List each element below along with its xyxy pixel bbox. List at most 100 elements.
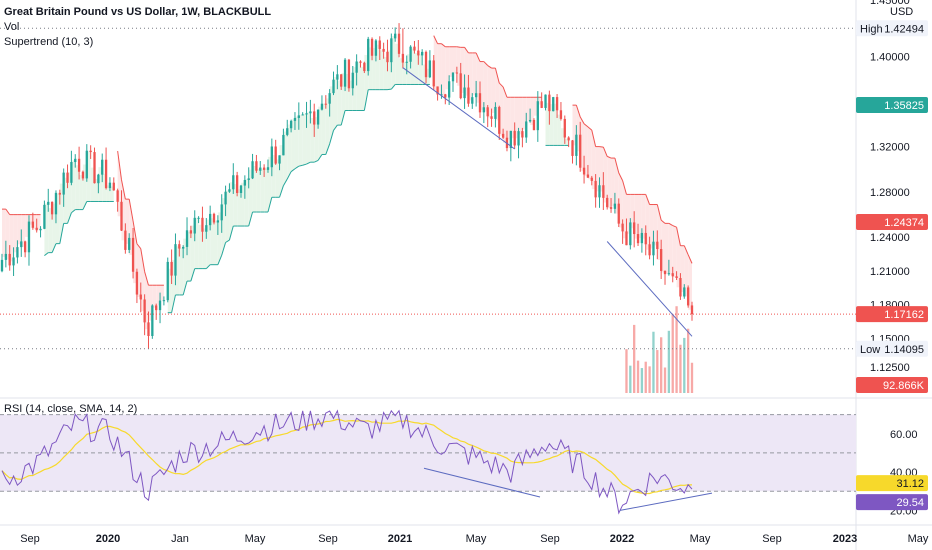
candle-body xyxy=(4,253,8,260)
supertrend-up-fill xyxy=(383,56,388,90)
candle-body xyxy=(459,73,462,99)
volume-bar xyxy=(652,331,655,393)
candle-body xyxy=(189,230,193,234)
supertrend-up-line xyxy=(298,164,303,167)
candle-body xyxy=(528,119,532,122)
rsi-ma-tag-bg xyxy=(856,475,928,492)
candle-body xyxy=(513,130,516,146)
supertrend-up-fill xyxy=(59,183,64,244)
low-tag: 1.14095 xyxy=(884,344,924,356)
supertrend-down-fill xyxy=(595,146,600,192)
supertrend-up-fill xyxy=(418,53,423,85)
supertrend-up-line xyxy=(302,163,307,166)
supertrend-down-fill xyxy=(476,52,480,103)
candle-body xyxy=(552,97,555,112)
supertrend-up-line xyxy=(314,159,319,163)
supertrend-down-line xyxy=(660,219,666,224)
supertrend-up-fill xyxy=(244,179,249,227)
candle-body xyxy=(447,81,451,98)
candle-body xyxy=(594,180,597,198)
candle-body xyxy=(235,175,239,193)
candle-body xyxy=(112,182,115,191)
candle-body xyxy=(12,257,15,266)
candle-body xyxy=(609,207,613,209)
candle-body xyxy=(239,185,243,193)
volume-tag-bg xyxy=(856,377,928,393)
candle-body xyxy=(532,119,536,131)
volume-bar xyxy=(667,330,671,393)
volume-bar xyxy=(656,350,659,393)
supertrend-up-fill xyxy=(190,225,195,282)
candle-body xyxy=(548,94,551,112)
time-tick-label: May xyxy=(466,533,487,545)
supertrend-down-fill xyxy=(483,61,488,112)
candle-body xyxy=(193,217,196,234)
supertrend-up-fill xyxy=(298,114,303,167)
rsi-trendline-1 xyxy=(423,467,541,498)
candle-body xyxy=(633,222,636,235)
supertrend-down-fill xyxy=(638,194,642,239)
supertrend-down-fill xyxy=(503,86,507,143)
candle-body xyxy=(563,118,566,138)
supertrend-down-fill xyxy=(506,97,511,140)
candle-body xyxy=(116,190,119,202)
candle-body xyxy=(251,161,254,179)
candle-body xyxy=(158,300,162,311)
supertrend-up-fill xyxy=(275,159,280,198)
supertrend-down-fill xyxy=(653,204,658,246)
supertrend-down-line xyxy=(591,130,597,147)
candle-body xyxy=(124,230,127,250)
candle-body xyxy=(629,222,632,246)
supertrend-up-fill xyxy=(256,169,261,213)
candle-body xyxy=(182,246,185,249)
candle-body xyxy=(162,300,166,302)
supertrend-up-line xyxy=(51,243,57,253)
candle-body xyxy=(131,237,135,272)
candle-body xyxy=(355,61,358,73)
candle-body xyxy=(394,33,397,39)
rsi-tick-label: 60.00 xyxy=(890,429,918,441)
currency-label: USD xyxy=(890,6,913,18)
supertrend-up-fill xyxy=(67,172,72,224)
supertrend-down-line xyxy=(433,35,439,44)
candle-body xyxy=(613,203,617,209)
supertrend-down-line xyxy=(475,52,481,62)
candle-body xyxy=(586,174,590,178)
supertrend-down-fill xyxy=(487,65,492,118)
rsi-line xyxy=(1,409,693,515)
supertrend-down-line xyxy=(687,254,693,264)
candle-body xyxy=(54,192,58,215)
candle-body xyxy=(683,287,686,297)
candle-body xyxy=(62,172,65,195)
candle-body xyxy=(656,241,659,250)
supertrend-up-line xyxy=(59,223,65,244)
supertrend-up-fill xyxy=(325,98,330,155)
supertrend-down-fill xyxy=(449,46,454,77)
candle-body xyxy=(16,247,19,258)
candle-body xyxy=(486,107,489,117)
candle-body xyxy=(405,61,408,63)
time-tick-label: Sep xyxy=(318,533,338,545)
candle-body xyxy=(482,107,485,113)
supertrend-up-line xyxy=(82,201,88,210)
candle-body xyxy=(255,161,258,171)
supertrend-down-line xyxy=(121,179,126,200)
supertrend-down-line xyxy=(136,243,142,249)
candle-body xyxy=(31,221,34,228)
supertrend-up-fill xyxy=(337,80,342,126)
candle-body xyxy=(509,130,512,149)
price-tick-label: 1.32000 xyxy=(870,142,910,154)
candle-body xyxy=(679,277,682,297)
supertrend-up-fill xyxy=(399,58,403,85)
supertrend-down-fill xyxy=(611,158,615,207)
supertrend-down-line xyxy=(140,248,146,272)
supertrend-up-fill xyxy=(210,218,215,265)
supertrend-up-line xyxy=(67,212,72,224)
price-tick-label: 1.45000 xyxy=(870,0,910,7)
rsi-trendline-2 xyxy=(619,492,713,511)
supertrend-up-line xyxy=(294,165,300,170)
candle-body xyxy=(467,87,470,104)
volume-bar xyxy=(644,361,647,393)
candle-body xyxy=(690,305,694,315)
supertrend-up-line xyxy=(329,130,334,145)
